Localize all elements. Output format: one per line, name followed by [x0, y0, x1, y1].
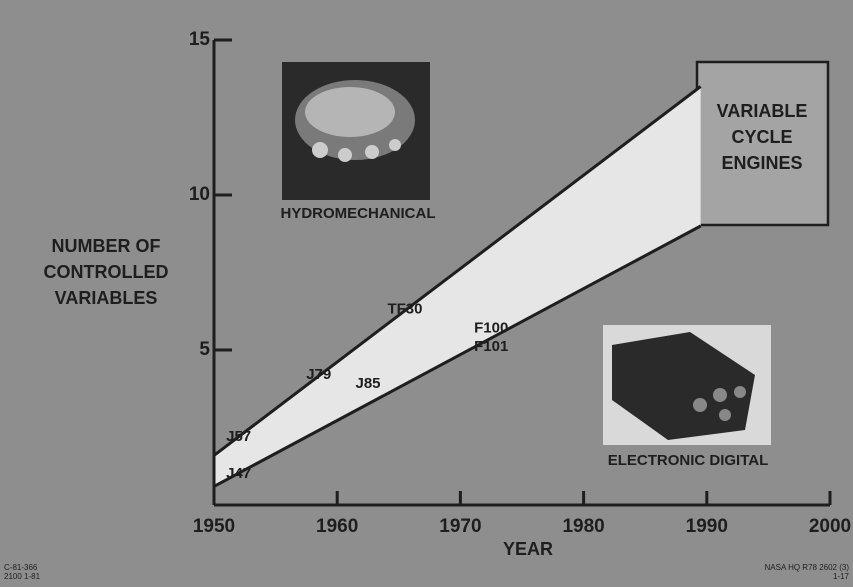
x-tick-label: 1980: [562, 516, 604, 537]
x-tick-label: 1970: [439, 516, 481, 537]
photo-label: ELECTRONIC DIGITAL: [608, 452, 769, 469]
engine-label: J57: [226, 428, 251, 445]
engine-label: F100: [474, 319, 508, 336]
chart: 5 10 15 1950 1960 1970 1980 1990 2000 YEAR NUMBER …: [0, 0, 853, 587]
y-tick-label: 15: [189, 29, 211, 50]
x-tick-label: 1950: [193, 516, 235, 537]
y-tick-label: 5: [199, 339, 210, 360]
box-text: ENGINES: [721, 153, 802, 173]
x-tick-label: 1990: [686, 516, 728, 537]
hydromechanical-photo: [282, 62, 430, 200]
y-tick-label: 10: [189, 184, 210, 205]
footer-code: 2100 1-81: [4, 572, 41, 581]
y-axis-label: NUMBER OF: [52, 236, 161, 256]
engine-label: F101: [474, 338, 508, 355]
y-axis-label: VARIABLES: [55, 288, 158, 308]
box-text: CYCLE: [731, 127, 792, 147]
footer-code: 1-17: [833, 572, 850, 581]
y-axis-label: CONTROLLED: [44, 262, 169, 282]
footer-code: C-81-366: [4, 563, 38, 572]
footer-code: NASA HQ R78 2602 (3): [765, 563, 850, 572]
x-tick-label: 1960: [316, 516, 358, 537]
engine-label: J85: [355, 375, 380, 392]
electronic-digital-photo: [603, 325, 771, 445]
x-axis-label: YEAR: [503, 539, 553, 559]
engine-label: J79: [306, 366, 331, 383]
x-tick-label: 2000: [809, 516, 851, 537]
engine-label: TF30: [387, 301, 422, 318]
engine-label: J47: [226, 465, 251, 482]
photo-label: HYDROMECHANICAL: [281, 205, 436, 222]
box-text: VARIABLE: [717, 101, 808, 121]
